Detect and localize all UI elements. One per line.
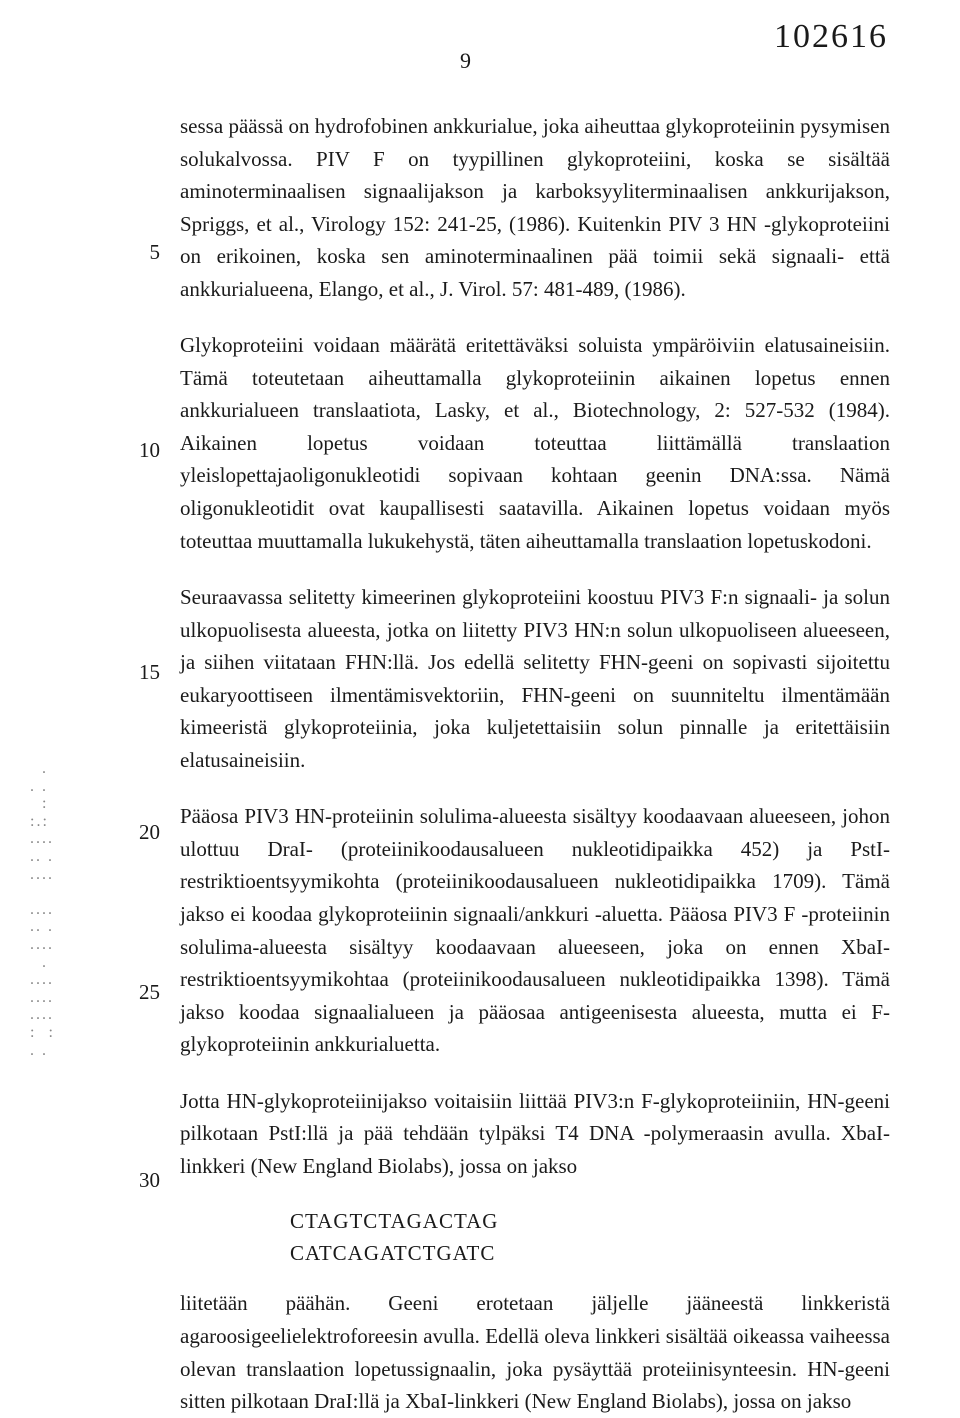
line-number-25: 25 bbox=[130, 980, 160, 1005]
line-number-15: 15 bbox=[130, 660, 160, 685]
document-body: sessa päässä on hydrofobinen ankkurialue… bbox=[180, 110, 890, 1418]
sequence-line-1: CTAGTCTAGACTAG bbox=[290, 1206, 890, 1238]
document-number: 102616 bbox=[774, 18, 888, 56]
margin-punch-marks: . . . : :.: .... .. . .... .... .. . ...… bbox=[30, 760, 120, 1059]
line-number-30: 30 bbox=[130, 1168, 160, 1193]
sequence-line-2: CATCAGATCTGATC bbox=[290, 1238, 890, 1270]
paragraph-4: Pääosa PIV3 HN-proteiinin solulima-aluee… bbox=[180, 800, 890, 1060]
paragraph-6: liitetään päähän. Geeni erotetaan jäljel… bbox=[180, 1287, 890, 1417]
line-number-20: 20 bbox=[130, 820, 160, 845]
line-number-5: 5 bbox=[130, 240, 160, 265]
line-number-10: 10 bbox=[130, 438, 160, 463]
document-page: 102616 9 5 10 15 20 25 30 . . . : :.: ..… bbox=[0, 0, 960, 1349]
paragraph-1: sessa päässä on hydrofobinen ankkurialue… bbox=[180, 110, 890, 305]
paragraph-2: Glykoproteiini voidaan määrätä eritettäv… bbox=[180, 329, 890, 557]
sequence-block: CTAGTCTAGACTAG CATCAGATCTGATC bbox=[290, 1206, 890, 1269]
paragraph-3: Seuraavassa selitetty kimeerinen glykopr… bbox=[180, 581, 890, 776]
paragraph-5: Jotta HN-glykoproteiinijakso voitaisiin … bbox=[180, 1085, 890, 1183]
page-number: 9 bbox=[460, 48, 471, 74]
